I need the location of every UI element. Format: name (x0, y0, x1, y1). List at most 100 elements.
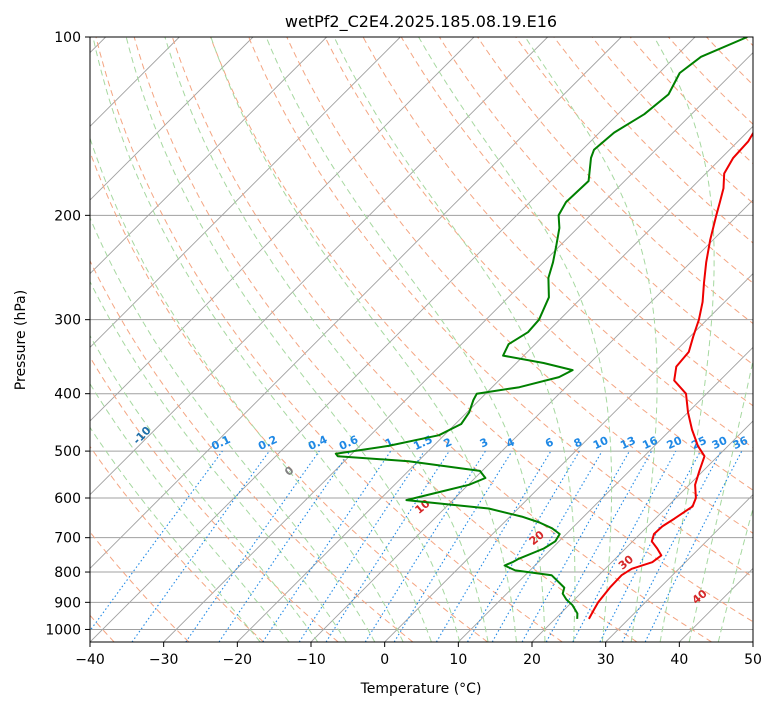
mixing-ratio-label: 8 (572, 435, 584, 450)
moist-adiabat (333, 37, 576, 642)
dry-adiabat (324, 37, 753, 491)
dry-adiabat (629, 37, 753, 165)
chart-title: wetPf2_C2E4.2025.185.08.19.E16 (285, 12, 557, 32)
y-tick-label: 300 (54, 313, 81, 329)
x-tick-label: −40 (75, 652, 105, 668)
mixing-ratio-line (521, 450, 630, 642)
y-tick-label: 1000 (45, 622, 81, 638)
mixing-ratio-line (90, 450, 223, 632)
isotherm-0 (384, 273, 753, 642)
mixing-ratio-label: 3 (478, 435, 490, 450)
isotherm-10 (458, 346, 753, 642)
moist-adiabat (90, 136, 404, 642)
dry-adiabat (90, 445, 264, 642)
temperature-line (588, 131, 753, 620)
moist-adiabat (90, 382, 290, 642)
dry-adiabat (744, 37, 753, 47)
dry-adiabat (400, 37, 753, 407)
isotherm-40 (679, 567, 753, 642)
mixing-ratio-line (298, 450, 425, 642)
dry-adiabat (668, 37, 753, 125)
dry-adiabat (706, 37, 753, 86)
mixing-ratio-line (364, 450, 486, 642)
mixing-ratio-line (131, 450, 270, 642)
mixing-ratio-line (393, 450, 513, 642)
isotherm--50 (90, 37, 622, 569)
mixing-ratio-label: 0.1 (209, 433, 232, 453)
x-tick-label: 0 (380, 652, 389, 668)
isotherm--30 (163, 52, 753, 642)
x-tick-label: 10 (449, 652, 467, 668)
y-tick-label: 700 (54, 531, 81, 547)
mixing-ratio-line (644, 450, 743, 642)
moist-adiabat (717, 506, 753, 642)
moist-adiabat (90, 426, 261, 642)
y-tick-label: 200 (54, 208, 81, 224)
x-tick-label: 20 (523, 652, 541, 668)
mixing-ratio-label: 10 (591, 434, 611, 452)
dry-adiabat (591, 37, 753, 204)
isotherm--40 (90, 37, 696, 642)
isotherm-20 (531, 420, 753, 642)
chart-series (334, 37, 753, 620)
isotherm--80 (90, 37, 401, 348)
x-tick-label: −30 (149, 652, 179, 668)
moist-adiabat-label: 20 (527, 528, 547, 548)
mixing-ratio-label: 30 (710, 434, 730, 452)
moist-adiabat (164, 37, 489, 642)
mixing-ratio-label: 0.2 (256, 433, 279, 453)
moist-adiabat (688, 358, 753, 642)
y-tick-label: 400 (54, 387, 81, 403)
y-tick-label: 900 (54, 595, 81, 611)
x-tick-label: 50 (744, 652, 762, 668)
y-tick-label: 500 (54, 444, 81, 460)
moist-adiabat (418, 37, 613, 642)
y-axis-label: Pressure (hPa) (13, 290, 29, 390)
mixing-ratio-line (545, 450, 653, 642)
moist-adiabat (92, 37, 432, 642)
dry-adiabat (248, 37, 753, 578)
y-tick-label: 100 (54, 30, 81, 46)
moist-adiabat-label: 40 (690, 587, 710, 607)
mixing-ratio-line (572, 450, 677, 642)
dry-adiabat (362, 37, 753, 449)
mixing-ratio-label: 6 (543, 435, 556, 450)
moist-adiabat-label: 0 (282, 464, 296, 479)
mixing-ratio-line (325, 450, 450, 642)
chart-axes: −40 −30 −20 −10 0 10 20 30 40 5010020030040050060… (45, 30, 762, 668)
mixing-ratio-label: 1 (383, 435, 395, 450)
x-tick-label: −10 (296, 652, 326, 668)
mixing-ratio-label: 16 (640, 434, 660, 452)
dry-adiabat (90, 150, 488, 642)
moist-adiabat (265, 37, 546, 642)
isotherm--10 (310, 199, 753, 642)
moist-adiabat-label: 10 (412, 497, 432, 517)
moist-adiabat (90, 280, 347, 642)
mixing-ratio-label: 20 (665, 434, 685, 452)
dry-adiabat (171, 37, 712, 642)
dry-adiabat-label: -10 (130, 424, 153, 447)
plot-frame (89, 36, 754, 643)
mixing-ratio-label: 36 (731, 434, 751, 452)
isotherm--60 (90, 37, 548, 496)
isotherm--70 (90, 37, 475, 422)
dry-adiabat (90, 356, 339, 642)
moist-adiabat (524, 37, 658, 642)
isotherm--20 (237, 125, 753, 642)
isotherm-30 (605, 494, 753, 642)
moist-adiabat (90, 334, 319, 642)
mixing-ratio-line (185, 450, 320, 642)
isotherm--90 (90, 37, 327, 275)
chart-grid (90, 37, 753, 642)
dry-adiabat (90, 259, 414, 642)
mixing-ratio-label: 13 (618, 434, 637, 452)
dry-adiabat (95, 37, 563, 642)
y-tick-label: 800 (54, 565, 81, 581)
dry-adiabat (477, 37, 753, 325)
isotherm-50 (752, 641, 753, 642)
dry-adiabat (133, 37, 638, 642)
moist-adiabat (90, 216, 376, 642)
moist-adiabat (210, 37, 517, 642)
